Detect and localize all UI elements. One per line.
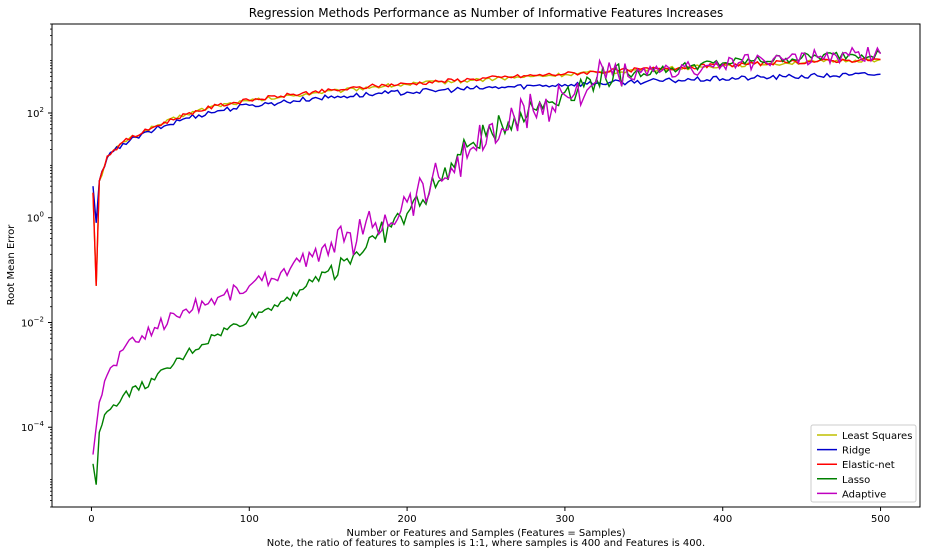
y-tick-label: 102 — [27, 106, 44, 120]
legend-label-elastic-net: Elastic-net — [842, 460, 895, 471]
series-line-ridge — [92, 71, 881, 223]
series-line-lasso — [92, 49, 881, 485]
chart-note: Note, the ratio of features to samples i… — [267, 538, 705, 549]
x-tick-label: 100 — [240, 514, 259, 525]
legend-label-ridge: Ridge — [842, 446, 871, 457]
y-tick-label: 100 — [27, 211, 44, 225]
legend-label-least-squares: Least Squares — [842, 431, 912, 442]
series-line-adaptive — [92, 46, 882, 455]
legend: Least Squares Ridge Elastic-net Lasso Adapti… — [810, 424, 917, 503]
series-line-least-squares — [92, 58, 881, 286]
x-axis-title: Number or Features and Samples (Features… — [346, 528, 625, 539]
x-tick-label: 500 — [871, 514, 890, 525]
series-line-elastic-net — [92, 57, 881, 286]
y-axis-title: Root Mean Error — [6, 224, 17, 306]
x-tick-label: 200 — [398, 514, 417, 525]
x-tick-label: 0 — [88, 514, 94, 525]
y-tick-label: 10−2 — [21, 315, 44, 329]
x-tick-label: 400 — [713, 514, 732, 525]
x-axis: 0 100 200 300 400 500 — [88, 507, 890, 525]
x-tick-label: 300 — [555, 514, 574, 525]
legend-label-adaptive: Adaptive — [842, 489, 886, 500]
series-layer — [92, 46, 882, 485]
legend-label-lasso: Lasso — [842, 475, 870, 486]
y-tick-label: 10−4 — [21, 420, 45, 434]
legend-box — [810, 424, 917, 503]
chart-title: Regression Methods Performance as Number… — [249, 6, 723, 20]
plot-area — [51, 23, 921, 508]
y-axis: 10−4 10−2 100 102 — [21, 23, 52, 508]
